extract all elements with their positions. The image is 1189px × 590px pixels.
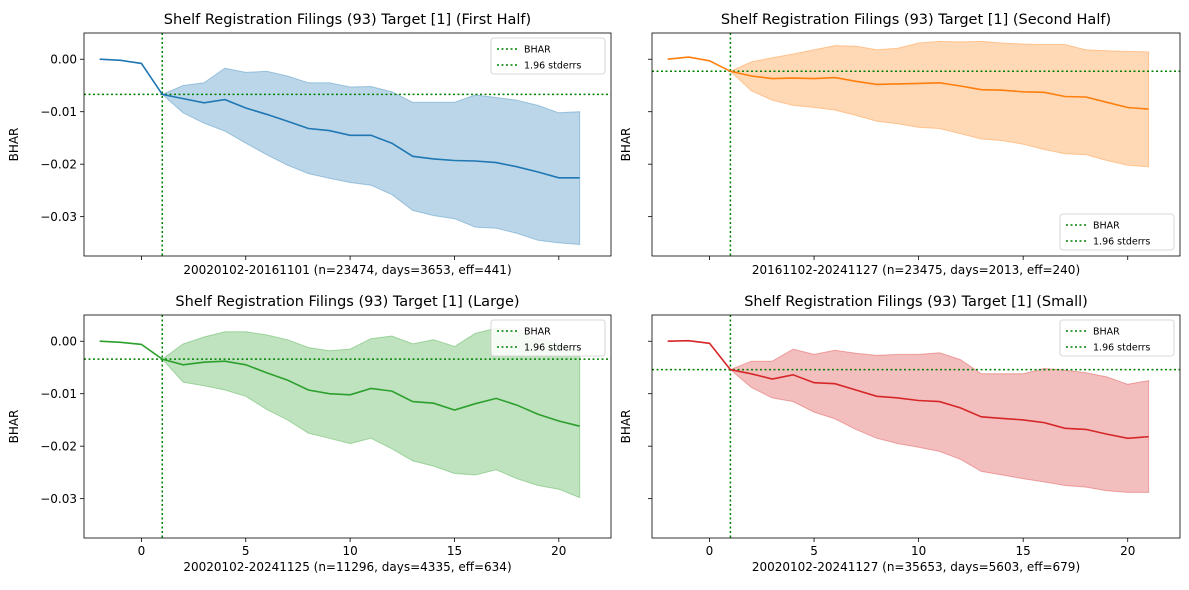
bhar-line: [99, 58, 580, 179]
bhar-line: [667, 339, 1149, 440]
y-axis-label: BHAR: [7, 128, 21, 162]
y-tick-label: −0.03: [40, 492, 77, 506]
plot-frame: [651, 32, 1181, 257]
legend-label-bhar: BHAR: [524, 45, 551, 56]
chart-title: Shelf Registration Filings (93) Target […: [175, 294, 519, 310]
x-tick-label: 5: [810, 544, 818, 558]
legend: BHAR 1.96 stderrs: [490, 319, 606, 357]
legend-label-bhar: BHAR: [1093, 327, 1120, 338]
y-tick-label: −0.01: [40, 387, 77, 401]
y-axis-label: BHAR: [7, 410, 21, 444]
legend-box: [490, 37, 606, 75]
chart-panel-large: 0 5 10 15 20 0.00 −0.01 −0.02 −0.03 Shelf Regist…: [7, 294, 612, 574]
y-axis-label: BHAR: [619, 410, 633, 444]
confidence-band: [99, 58, 581, 246]
legend-box: [1059, 319, 1175, 357]
chart-panel-small: 0 5 10 15 20 Shelf Registration Filings (93)…: [619, 294, 1181, 574]
legend-label-stderrs: 1.96 stderrs: [1093, 343, 1150, 354]
x-tick-label: 0: [138, 544, 146, 558]
legend-label-stderrs: 1.96 stderrs: [524, 343, 581, 354]
plot-frame: [83, 32, 612, 257]
confidence-band: [667, 40, 1150, 168]
x-tick-label: 15: [1016, 544, 1031, 558]
y-tick-label: 0.00: [50, 52, 77, 66]
plot-frame: [651, 314, 1181, 539]
chart-panel-second-half: Shelf Registration Filings (93) Target […: [619, 12, 1181, 277]
legend-box: [1059, 213, 1175, 251]
legend-box: [490, 319, 606, 357]
y-tick-label: −0.02: [40, 439, 77, 453]
x-tick-label: 20: [1120, 544, 1135, 558]
legend-label-bhar: BHAR: [1093, 221, 1120, 232]
x-tick-label: 0: [706, 544, 714, 558]
x-tick-label: 20: [551, 544, 566, 558]
legend: BHAR 1.96 stderrs: [490, 37, 606, 75]
x-axis-label: 20020102-20161101 (n=23474, days=3653, e…: [183, 263, 511, 277]
x-axis-label: 20020102-20241127 (n=35653, days=5603, e…: [752, 560, 1080, 574]
x-axis-label: 20020102-20241125 (n=11296, days=4335, e…: [183, 560, 511, 574]
x-tick-label: 10: [342, 544, 357, 558]
chart-panel-first-half: 0.00 −0.01 −0.02 −0.03 Shelf Registration F…: [7, 12, 612, 277]
bhar-line: [99, 340, 580, 427]
bhar-line: [667, 56, 1149, 110]
x-tick-label: 5: [242, 544, 250, 558]
legend-label-bhar: BHAR: [524, 327, 551, 338]
y-axis-label: BHAR: [619, 128, 633, 162]
legend-label-stderrs: 1.96 stderrs: [1093, 237, 1150, 248]
legend-label-stderrs: 1.96 stderrs: [524, 61, 581, 72]
legend: BHAR 1.96 stderrs: [1059, 319, 1175, 357]
x-tick-label: 10: [911, 544, 926, 558]
confidence-band: [99, 327, 581, 499]
y-tick-label: −0.02: [40, 157, 77, 171]
y-tick-label: 0.00: [50, 334, 77, 348]
plot-frame: [83, 314, 612, 539]
chart-title: Shelf Registration Filings (93) Target […: [164, 12, 531, 28]
confidence-band: [667, 340, 1150, 493]
x-axis-label: 20161102-20241127 (n=23475, days=2013, e…: [752, 263, 1080, 277]
chart-title: Shelf Registration Filings (93) Target […: [721, 12, 1111, 28]
y-tick-label: −0.03: [40, 210, 77, 224]
x-tick-label: 15: [447, 544, 462, 558]
y-tick-label: −0.01: [40, 105, 77, 119]
legend: BHAR 1.96 stderrs: [1059, 213, 1175, 251]
chart-title: Shelf Registration Filings (93) Target […: [744, 294, 1088, 310]
